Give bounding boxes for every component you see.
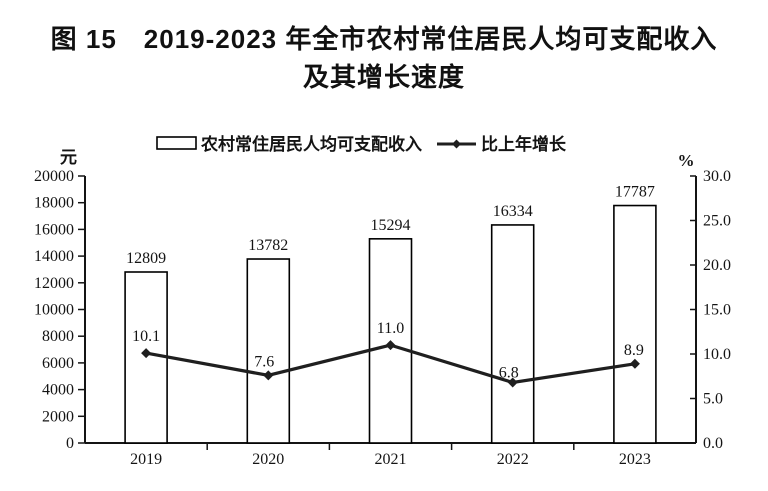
line-value-label: 8.9 (624, 342, 644, 359)
line-marker (263, 370, 274, 381)
line-marker (629, 358, 640, 369)
left-axis-tick-label: 20000 (34, 168, 74, 185)
legend-line-marker (452, 139, 461, 149)
x-axis-label-2019: 2019 (130, 451, 162, 468)
left-axis-tick-label: 16000 (34, 221, 74, 238)
x-axis-label-2022: 2022 (497, 451, 529, 468)
bar-value-label: 16334 (493, 203, 533, 220)
left-axis-unit-label: 元 (60, 148, 77, 167)
left-axis-tick-label: 4000 (42, 382, 74, 399)
x-axis-label-2021: 2021 (375, 451, 407, 468)
bar-2020 (246, 258, 291, 444)
legend-bar-swatch (156, 136, 197, 150)
bar-value-label: 17787 (615, 184, 655, 201)
right-axis-unit-label: % (678, 151, 695, 170)
bar-value-label: 15294 (371, 217, 411, 234)
line-marker (385, 340, 396, 351)
left-axis-tick-label: 6000 (42, 355, 74, 372)
left-axis-tick-label: 0 (66, 435, 74, 452)
figure-title-line2: 及其增长速度 (302, 62, 465, 92)
left-axis-tick-label: 14000 (34, 248, 74, 265)
left-axis-tick-label: 12000 (34, 275, 74, 292)
left-axis-tick-label: 18000 (34, 195, 74, 212)
left-axis-tick-label: 2000 (42, 408, 74, 425)
right-axis-tick-label: 5.0 (703, 391, 723, 408)
right-axis-tick-label: 20.0 (703, 257, 731, 274)
line-marker (507, 377, 518, 388)
bar-2022 (490, 224, 535, 444)
right-axis-tick-label: 15.0 (703, 302, 731, 319)
x-axis-label-2020: 2020 (252, 451, 284, 468)
line-marker (141, 348, 152, 359)
figure-title: 图 15 2019-2023 年全市农村常住居民人均可支配收入 及其增长速度 (0, 20, 768, 96)
line-value-label: 11.0 (377, 320, 404, 337)
right-axis-tick-label: 25.0 (703, 213, 731, 230)
left-axis-tick-label: 10000 (34, 302, 74, 319)
line-value-label: 10.1 (132, 328, 160, 345)
left-axis-tick-label: 8000 (42, 328, 74, 345)
line-value-label: 7.6 (254, 353, 274, 370)
line-value-label: 6.8 (499, 364, 519, 381)
right-axis-tick-label: 30.0 (703, 168, 731, 185)
figure-title-line1: 图 15 2019-2023 年全市农村常住居民人均可支配收入 (50, 24, 718, 54)
legend-line-label: 比上年增长 (481, 134, 567, 154)
right-axis-tick-label: 10.0 (703, 346, 731, 363)
bar-value-label: 13782 (248, 237, 288, 254)
legend-bar-label: 农村常住居民人均可支配收入 (200, 134, 422, 154)
bar-2023 (613, 204, 657, 444)
right-axis-tick-label: 0.0 (703, 435, 723, 452)
x-axis-label-2023: 2023 (619, 451, 651, 468)
bar-value-label: 12809 (126, 250, 166, 267)
